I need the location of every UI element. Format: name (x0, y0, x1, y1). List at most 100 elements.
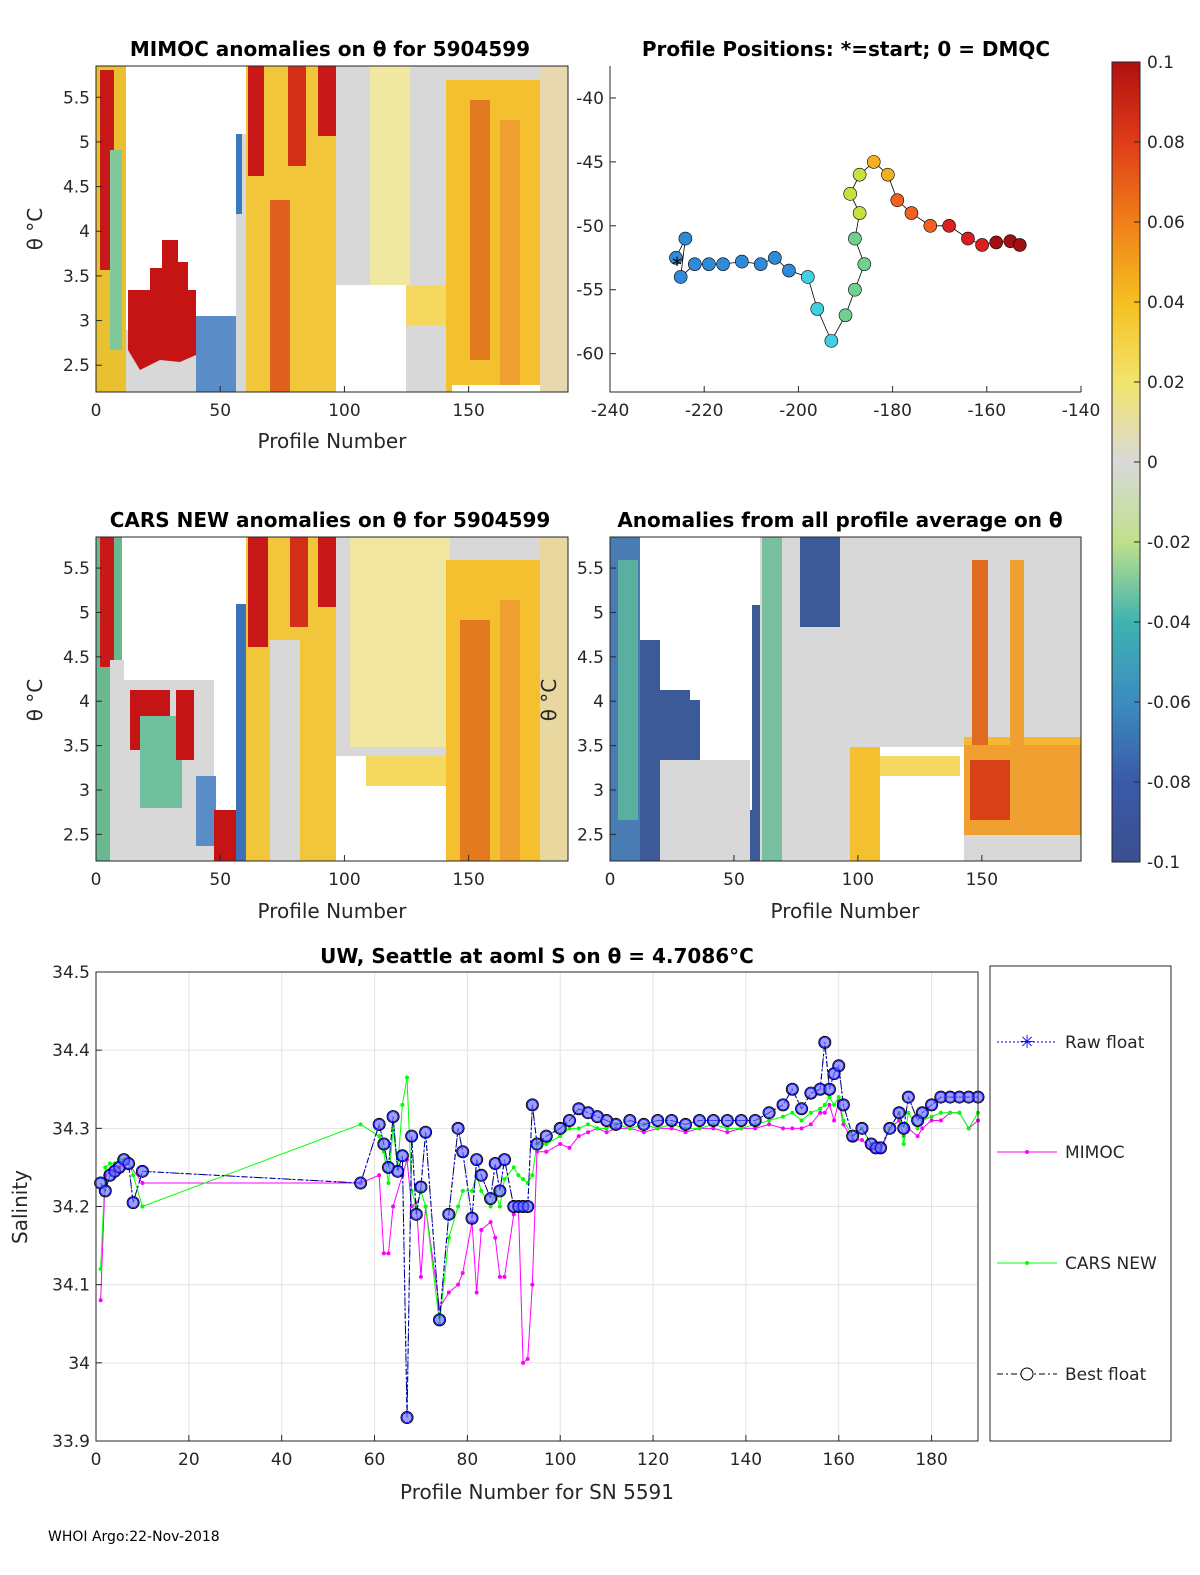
x-tick-label: 20 (178, 1450, 200, 1470)
series-point (558, 1141, 563, 1146)
track-point (838, 308, 853, 323)
best-float-point (553, 1121, 567, 1135)
raw-float-point (378, 1138, 390, 1150)
raw-float-point (494, 1185, 506, 1197)
colorbar-tick-label: 0.08 (1147, 133, 1185, 153)
legend-label-cars-new: CARS NEW (1065, 1254, 1157, 1274)
series-point (502, 1177, 507, 1182)
raw-float-point (434, 1314, 445, 1326)
cars-heatmap (96, 537, 568, 861)
cars-ylabel: θ °C (23, 679, 47, 722)
best-float-point (846, 1129, 860, 1143)
raw-float-point (540, 1130, 552, 1142)
series-point (790, 1110, 795, 1115)
y-tick-label: 5.5 (63, 88, 90, 108)
series-point (586, 1130, 591, 1135)
track-point (848, 282, 862, 297)
colorbar: 0.1 0.08 0.06 0.04 0.02 0 -0.02 -0.04 -0.06 -0.08… (1111, 53, 1191, 873)
salinity-title: UW, Seattle at aoml S on θ = 4.7086°C (320, 944, 754, 968)
y-tick-label: 4 (593, 692, 604, 712)
raw-float-point (137, 1165, 148, 1177)
footer-stamp: WHOI Argo:22-Nov-2018 (48, 1529, 220, 1545)
y-tick-label: 4.5 (63, 178, 90, 198)
raw-float-point (499, 1154, 510, 1165)
series-point (377, 1134, 382, 1139)
series-point (497, 1204, 502, 1209)
positions-x-axis: -240 -220 -200 -180 -160 -140 (591, 386, 1101, 421)
raw-float-point (401, 1412, 413, 1423)
x-tick-label: 100 (544, 1450, 576, 1470)
y-tick-label: 5.5 (577, 559, 604, 579)
best-float-point (530, 1137, 544, 1151)
raw-float-point (624, 1115, 636, 1126)
series-point (822, 1110, 827, 1115)
x-tick-label: 150 (966, 870, 998, 890)
y-tick-label: -40 (576, 89, 604, 109)
y-tick-label: 34.4 (52, 1041, 90, 1061)
track-point (810, 302, 825, 316)
raw-float-point (954, 1091, 965, 1103)
raw-float-point (902, 1091, 914, 1103)
raw-float-point (847, 1130, 859, 1142)
series-point (470, 1188, 475, 1193)
x-tick-label: 0 (605, 870, 616, 890)
best-float-point (679, 1117, 693, 1131)
best-float-point (470, 1153, 484, 1167)
x-tick-label: 50 (209, 870, 231, 890)
series-point (107, 1161, 112, 1166)
series-point (957, 1110, 962, 1115)
raw-float-point (638, 1119, 650, 1130)
series-point (567, 1126, 572, 1131)
salinity-panel: UW, Seattle at aoml S on θ = 4.7086°C 0 2… (8, 944, 1172, 1504)
raw-float-point (824, 1083, 835, 1095)
raw-float-point (410, 1208, 422, 1220)
raw-float-point (485, 1193, 496, 1205)
raw-float-point (591, 1111, 603, 1123)
series-point (446, 1235, 451, 1240)
raw-float-point (406, 1130, 418, 1142)
series-point (767, 1118, 772, 1123)
track-point (678, 231, 693, 246)
series-point (799, 1126, 804, 1131)
x-tick-label: -140 (1062, 401, 1101, 421)
best-float-point (442, 1207, 456, 1221)
track-point (673, 270, 688, 284)
raw-float-point (749, 1115, 761, 1126)
series-point (544, 1149, 549, 1154)
raw-float-point (383, 1162, 394, 1173)
series-point (753, 1126, 758, 1131)
mimoc-xlabel: Profile Number (258, 429, 408, 453)
colorbar-tick-label: 0.06 (1147, 213, 1185, 233)
raw-float-point (777, 1099, 789, 1111)
raw-float-point (963, 1091, 975, 1103)
series-point (511, 1165, 516, 1170)
series-point (140, 1181, 145, 1186)
series-point (938, 1110, 943, 1115)
anomaly-ylabel: θ °C (537, 679, 561, 722)
series-point (530, 1173, 535, 1178)
raw-float-point (935, 1091, 947, 1103)
series-point (400, 1102, 405, 1107)
series-point (381, 1149, 386, 1154)
y-tick-label: 3 (79, 312, 90, 332)
colorbar-tick-label: -0.06 (1147, 693, 1191, 713)
best-float-point (493, 1184, 507, 1198)
track-point (1012, 238, 1027, 252)
mimoc-y-axis: 2.5 3 3.5 4 4.5 5 5.5 (63, 88, 102, 376)
legend-best-float: Best float (997, 1365, 1147, 1385)
series-point (525, 1356, 530, 1361)
raw-float-point (420, 1126, 431, 1138)
series-point (920, 1126, 925, 1131)
raw-float-point (708, 1115, 719, 1126)
series-point (493, 1235, 498, 1240)
x-tick-label: 50 (723, 870, 745, 890)
series-point (567, 1145, 572, 1150)
y-tick-label: 4 (79, 222, 90, 242)
colorbar-tick-label: 0.1 (1147, 53, 1174, 73)
best-float-point (836, 1098, 850, 1112)
best-float-point (484, 1192, 498, 1206)
raw-float-point (489, 1158, 501, 1169)
start-marker: * (672, 253, 682, 277)
anomaly-x-axis: 0 50 100 150 (605, 855, 998, 890)
raw-float-point (564, 1115, 575, 1126)
